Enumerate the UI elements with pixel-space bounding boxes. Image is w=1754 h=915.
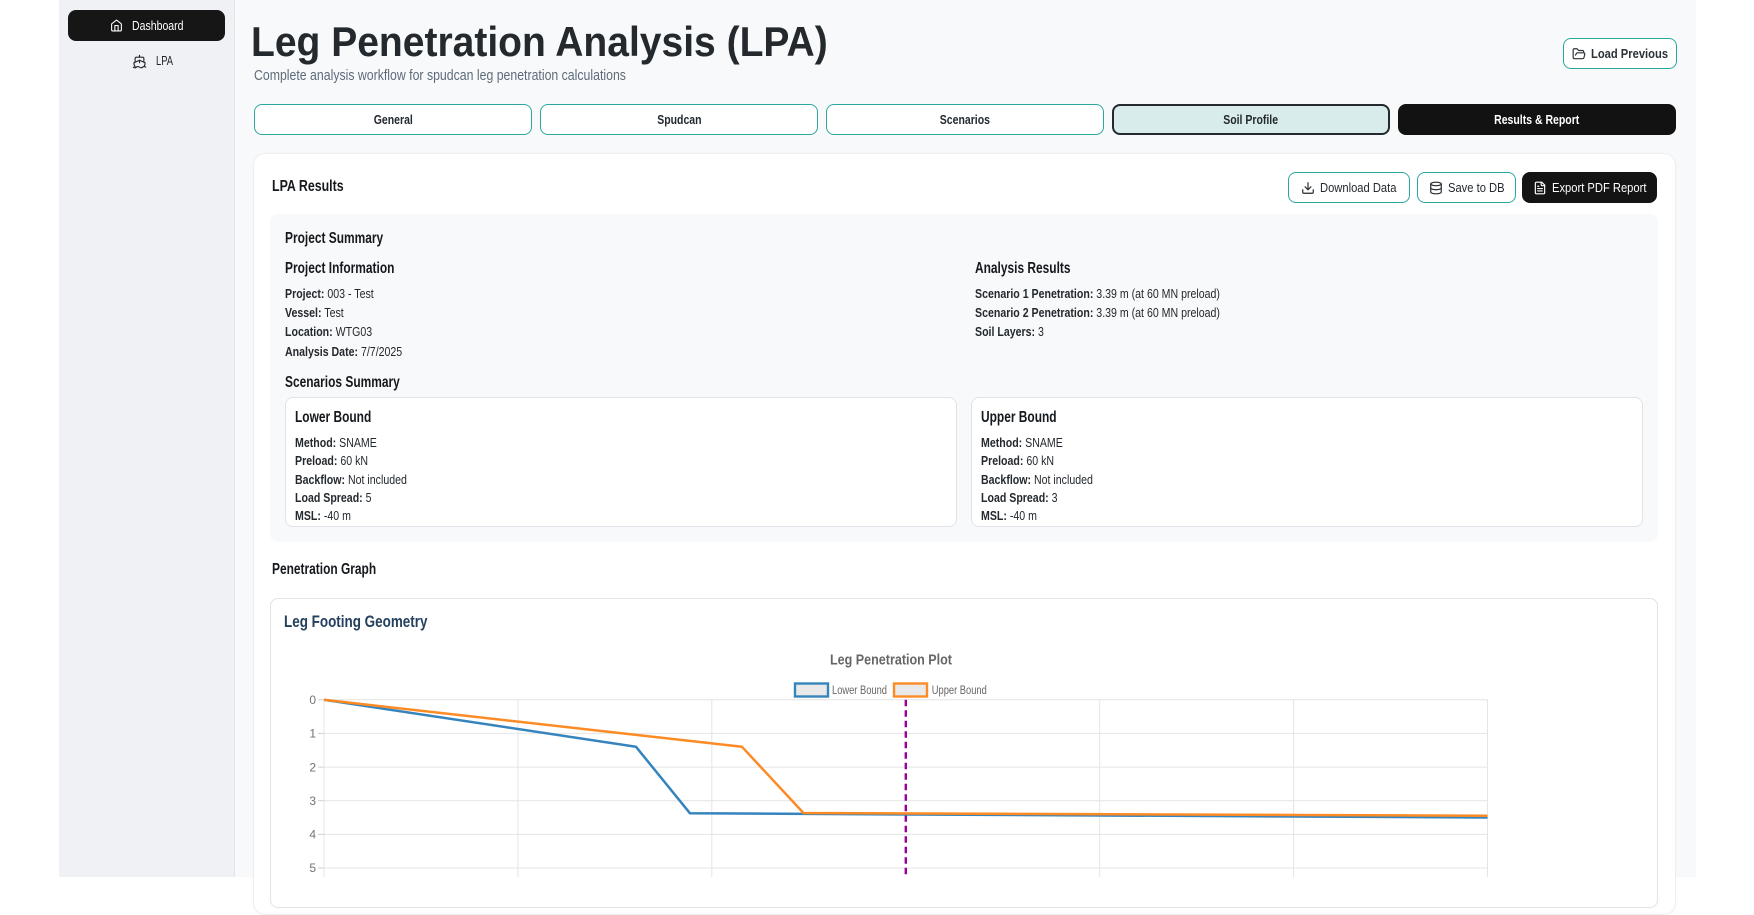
svg-text:2: 2 xyxy=(309,760,316,774)
svg-text:1: 1 xyxy=(309,727,316,741)
svg-text:Leg Penetration Plot: Leg Penetration Plot xyxy=(830,653,952,669)
svg-text:5: 5 xyxy=(309,861,316,875)
svg-text:Lower Bound: Lower Bound xyxy=(832,685,887,697)
svg-text:3: 3 xyxy=(309,794,316,808)
svg-text:4: 4 xyxy=(309,828,316,842)
svg-text:Upper Bound: Upper Bound xyxy=(932,685,987,697)
svg-text:0: 0 xyxy=(309,693,316,707)
